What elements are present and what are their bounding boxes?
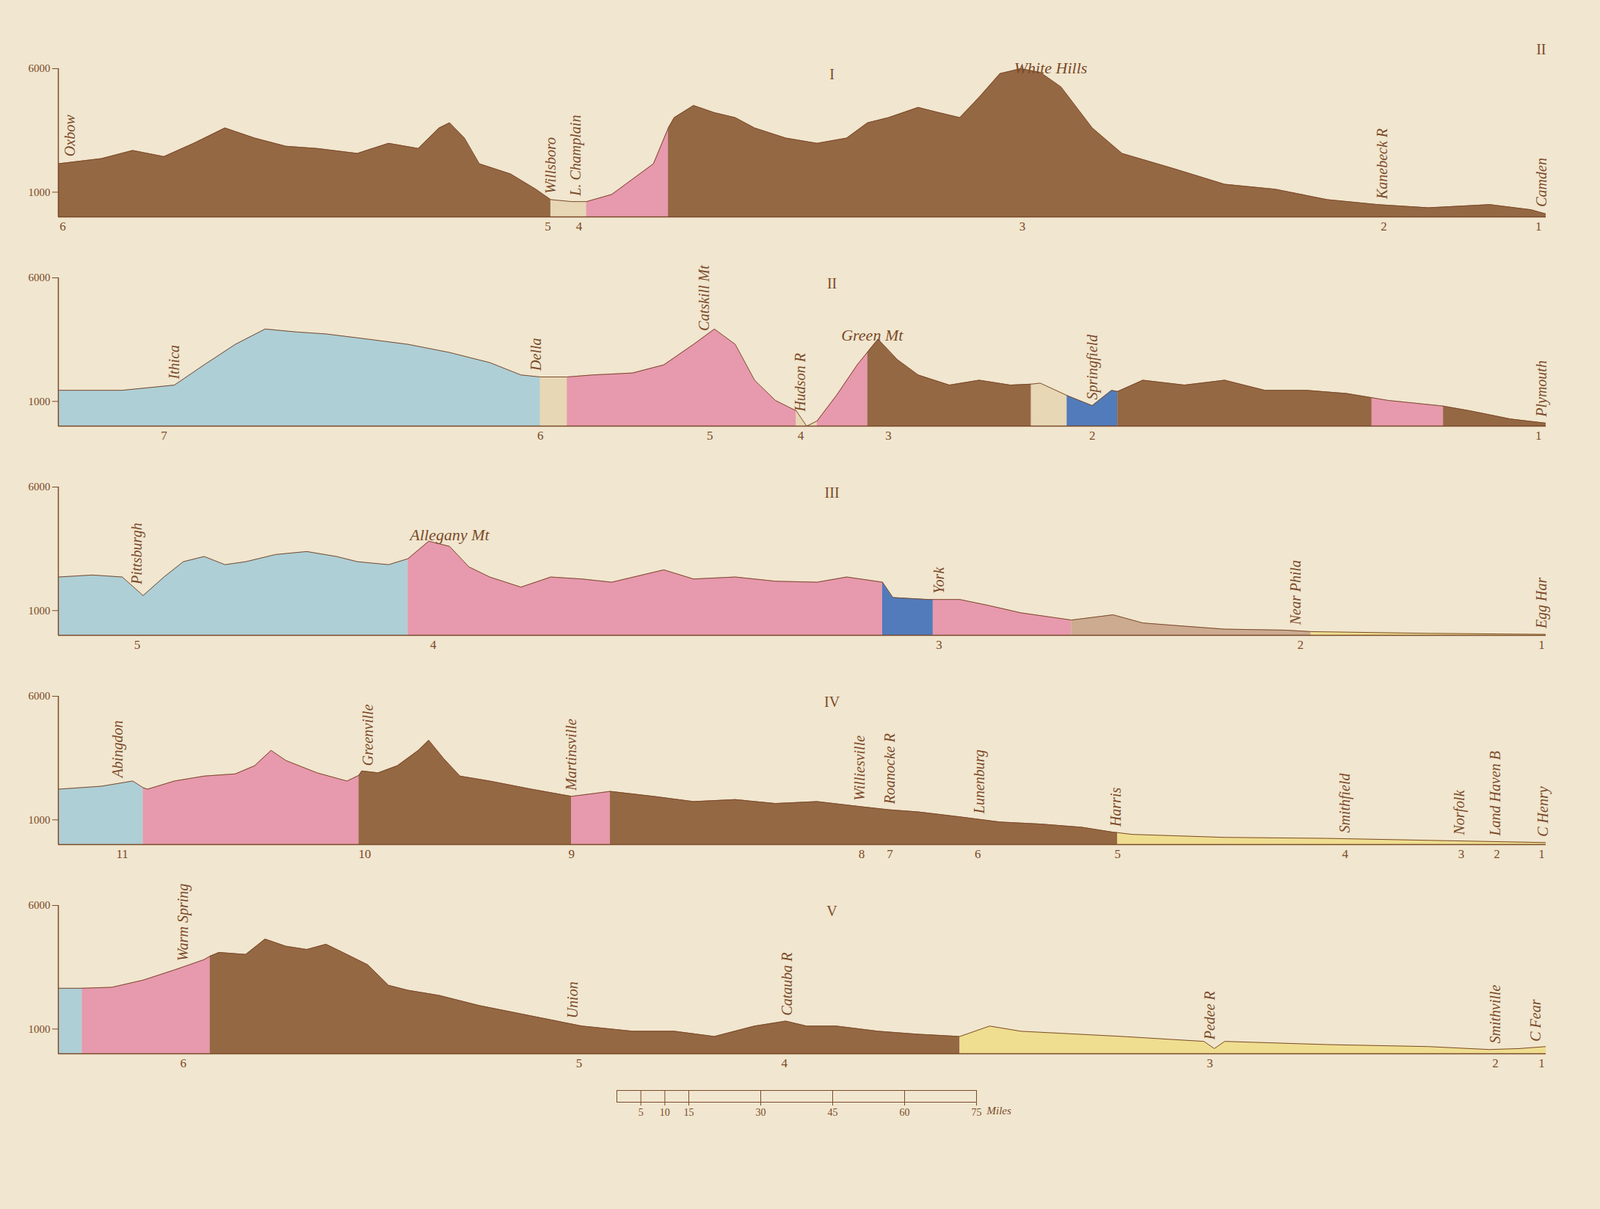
svg-text:1: 1 <box>1535 428 1543 443</box>
svg-text:10: 10 <box>659 1106 671 1118</box>
svg-text:1000: 1000 <box>28 186 51 199</box>
svg-text:II: II <box>827 275 837 292</box>
svg-text:1000: 1000 <box>28 604 51 617</box>
svg-text:C Henry: C Henry <box>1534 786 1552 836</box>
svg-text:6000: 6000 <box>28 271 51 284</box>
svg-text:30: 30 <box>755 1106 767 1118</box>
svg-text:5: 5 <box>706 428 714 443</box>
svg-text:45: 45 <box>827 1106 839 1118</box>
svg-text:Abingdon: Abingdon <box>109 720 127 780</box>
svg-text:Kanebeck R: Kanebeck R <box>1373 128 1391 200</box>
svg-text:II: II <box>1536 41 1546 58</box>
svg-text:4: 4 <box>576 219 583 234</box>
svg-text:6: 6 <box>537 428 544 443</box>
svg-text:1000: 1000 <box>28 813 51 826</box>
svg-text:Camden: Camden <box>1533 157 1550 207</box>
svg-text:Union: Union <box>564 981 581 1018</box>
svg-text:4: 4 <box>1342 846 1349 861</box>
svg-text:White Hills: White Hills <box>1014 58 1088 78</box>
svg-text:Egg Har: Egg Har <box>1533 576 1551 629</box>
svg-text:6: 6 <box>974 846 982 861</box>
svg-text:Springfield: Springfield <box>1084 333 1101 400</box>
svg-text:6000: 6000 <box>28 899 51 911</box>
svg-text:York: York <box>930 566 947 594</box>
svg-text:1000: 1000 <box>28 1023 51 1035</box>
svg-text:4: 4 <box>430 637 437 652</box>
svg-text:I: I <box>829 66 835 83</box>
svg-text:3: 3 <box>935 637 943 652</box>
svg-text:5: 5 <box>638 1106 644 1118</box>
svg-text:Green Mt: Green Mt <box>841 325 904 345</box>
svg-text:2: 2 <box>1297 637 1305 652</box>
svg-text:9: 9 <box>568 846 576 861</box>
svg-text:Catauba R: Catauba R <box>778 951 795 1016</box>
svg-text:Roanocke R: Roanocke R <box>881 733 898 805</box>
svg-text:15: 15 <box>684 1106 695 1118</box>
svg-text:Miles: Miles <box>986 1104 1012 1117</box>
svg-text:Pittsburgh: Pittsburgh <box>128 522 146 585</box>
svg-text:Smithfield: Smithfield <box>1336 772 1354 833</box>
svg-text:Smithville: Smithville <box>1486 984 1504 1043</box>
svg-text:Harris: Harris <box>1107 787 1124 828</box>
svg-text:Norfolk: Norfolk <box>1451 788 1468 836</box>
svg-text:4: 4 <box>780 1056 788 1071</box>
svg-text:Williesville: Williesville <box>851 735 868 801</box>
svg-text:IV: IV <box>824 693 841 710</box>
svg-text:Pedee R: Pedee R <box>1201 990 1218 1040</box>
svg-text:6000: 6000 <box>28 480 51 493</box>
svg-text:3: 3 <box>1206 1056 1214 1071</box>
svg-text:L. Champlain: L. Champlain <box>567 115 585 197</box>
svg-text:6: 6 <box>180 1056 188 1071</box>
svg-text:2: 2 <box>1380 219 1388 234</box>
svg-text:Oxbow: Oxbow <box>61 114 78 157</box>
svg-text:6000: 6000 <box>28 62 51 75</box>
svg-text:1: 1 <box>1538 846 1545 861</box>
svg-text:1: 1 <box>1538 637 1545 652</box>
svg-text:3: 3 <box>885 428 892 443</box>
svg-text:10: 10 <box>358 846 372 861</box>
svg-text:6: 6 <box>59 219 67 234</box>
svg-text:Lunenburg: Lunenburg <box>971 749 988 814</box>
svg-text:2: 2 <box>1492 1056 1499 1071</box>
svg-text:11: 11 <box>115 846 128 861</box>
svg-text:Warm Spring: Warm Spring <box>174 883 192 961</box>
svg-text:7: 7 <box>886 846 894 861</box>
svg-text:Allegany Mt: Allegany Mt <box>408 525 491 544</box>
svg-text:V: V <box>826 902 838 919</box>
svg-text:4: 4 <box>797 428 805 443</box>
svg-text:III: III <box>824 484 840 501</box>
svg-text:7: 7 <box>160 428 168 443</box>
svg-text:3: 3 <box>1458 846 1465 861</box>
svg-text:1: 1 <box>1538 1056 1545 1071</box>
svg-text:Hudson R: Hudson R <box>791 353 809 412</box>
svg-text:2: 2 <box>1493 846 1501 861</box>
svg-text:Martinsville: Martinsville <box>562 718 580 792</box>
svg-text:6000: 6000 <box>28 689 51 702</box>
svg-text:Near Phila: Near Phila <box>1287 560 1304 626</box>
svg-text:3: 3 <box>1019 219 1027 234</box>
svg-text:2: 2 <box>1089 428 1096 443</box>
svg-text:5: 5 <box>134 637 141 652</box>
svg-text:Plymouth: Plymouth <box>1533 360 1551 418</box>
svg-text:5: 5 <box>1114 846 1121 861</box>
svg-text:Ithica: Ithica <box>165 344 183 381</box>
svg-text:C Fear: C Fear <box>1527 998 1544 1041</box>
svg-text:Greenville: Greenville <box>359 703 376 766</box>
svg-text:60: 60 <box>899 1106 911 1118</box>
svg-text:Della: Della <box>527 337 544 371</box>
svg-text:1000: 1000 <box>28 395 51 408</box>
svg-text:1: 1 <box>1535 219 1543 234</box>
svg-text:5: 5 <box>544 219 552 234</box>
svg-text:Catskill Mt: Catskill Mt <box>695 264 712 332</box>
svg-text:Land Haven B: Land Haven B <box>1486 750 1504 837</box>
svg-text:8: 8 <box>858 846 866 861</box>
svg-text:5: 5 <box>576 1056 583 1071</box>
svg-text:75: 75 <box>971 1106 983 1118</box>
svg-text:Willsboro: Willsboro <box>542 137 559 194</box>
